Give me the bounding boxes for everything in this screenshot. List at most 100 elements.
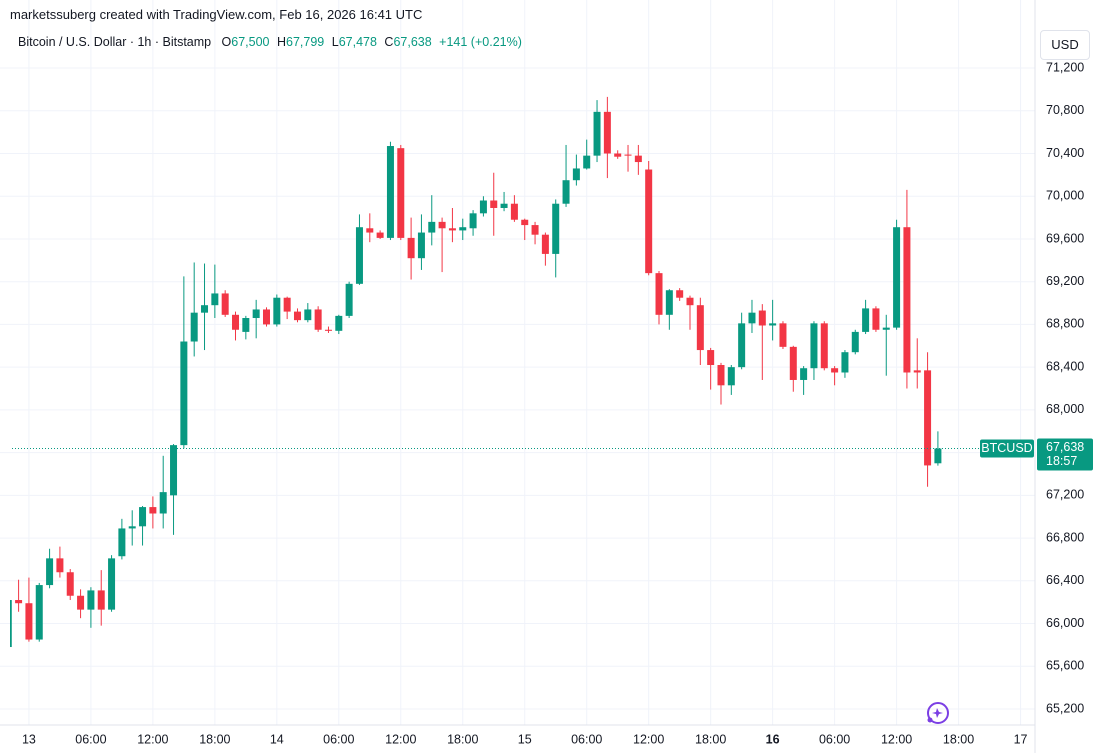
x-tick-label: 06:00 — [571, 732, 602, 746]
candle-body — [170, 445, 178, 496]
candle-body — [128, 526, 136, 529]
candle-body — [469, 213, 477, 229]
candle-body — [355, 227, 363, 284]
candle-body — [634, 155, 642, 163]
x-tick-label: 06:00 — [819, 732, 850, 746]
y-tick-label: 66,000 — [1046, 616, 1084, 630]
y-tick-label: 68,000 — [1046, 402, 1084, 416]
candle-body — [831, 368, 839, 373]
y-tick-label: 68,400 — [1046, 359, 1084, 373]
candle-body — [872, 308, 880, 330]
candle-body — [118, 528, 126, 557]
candle-body — [262, 309, 270, 325]
x-tick-label: 16 — [766, 732, 780, 746]
candle-body — [603, 111, 611, 154]
candle-body — [810, 323, 818, 369]
candle-body — [366, 228, 374, 233]
assistant-icon[interactable] — [927, 702, 949, 724]
x-tick-label: 18:00 — [447, 732, 478, 746]
candle-body — [541, 234, 549, 254]
candle-body — [800, 368, 808, 380]
candle-body — [77, 595, 85, 610]
x-tick-label: 12:00 — [633, 732, 664, 746]
candle-body — [820, 323, 828, 369]
candle-body — [758, 310, 766, 326]
symbol-title: Bitcoin / U.S. Dollar · 1h · Bitstamp — [18, 35, 212, 49]
candle-body — [25, 603, 33, 640]
price-tag-label: 67,638 — [1046, 440, 1084, 454]
candle-body — [293, 311, 301, 321]
y-tick-label: 67,200 — [1046, 488, 1084, 502]
x-tick-label: 12:00 — [881, 732, 912, 746]
candle-body — [159, 492, 167, 514]
x-tick-label: 06:00 — [75, 732, 106, 746]
price-tag — [1037, 438, 1093, 471]
candle-body — [531, 225, 539, 235]
candle-body — [645, 169, 653, 274]
candle-body — [438, 221, 446, 229]
candle-body — [521, 219, 529, 226]
candle-body — [10, 600, 12, 648]
candle-body — [624, 154, 632, 156]
x-tick-label: 13 — [22, 732, 36, 746]
currency-button[interactable]: USD — [1040, 30, 1090, 60]
attribution: marketssuberg created with TradingView.c… — [10, 7, 423, 22]
ohlc-value: 67,638 — [393, 35, 432, 49]
x-tick-label: 18:00 — [199, 732, 230, 746]
y-tick-label: 65,600 — [1046, 659, 1084, 673]
candle-body — [490, 200, 498, 208]
legend: Bitcoin / U.S. Dollar · 1h · Bitstamp O6… — [18, 35, 526, 49]
candle-body — [87, 590, 95, 610]
candle-body — [614, 153, 622, 157]
x-tick-label: 18:00 — [943, 732, 974, 746]
candle-body — [335, 315, 343, 331]
x-tick-label: 18:00 — [695, 732, 726, 746]
candle-body — [314, 309, 322, 330]
candle-body — [593, 111, 601, 156]
candle-body — [407, 237, 415, 259]
candle-body — [779, 323, 787, 347]
candle-body — [851, 331, 859, 353]
candle-body — [583, 155, 591, 169]
candle-body — [696, 305, 704, 351]
y-tick-label: 70,000 — [1046, 189, 1084, 203]
candle-body — [552, 203, 560, 254]
candle-body — [273, 297, 281, 325]
candle-body — [376, 232, 384, 238]
y-tick-label: 71,200 — [1046, 60, 1084, 74]
candle-body — [686, 297, 694, 306]
candle-body — [56, 558, 64, 573]
candle-body — [428, 221, 436, 233]
candle-body — [769, 323, 777, 326]
candle-body — [139, 507, 147, 527]
candle-body — [345, 283, 353, 316]
candle-body — [283, 297, 291, 312]
candle-body — [500, 203, 508, 208]
candle-body — [324, 329, 332, 331]
candle-body — [180, 341, 188, 446]
ohlc-value: 67,500 — [231, 35, 270, 49]
change-value: +141 (+0.21%) — [439, 35, 522, 49]
y-tick-label: 66,800 — [1046, 530, 1084, 544]
candle-body — [479, 200, 487, 214]
candle-body — [738, 323, 746, 368]
candle-body — [97, 590, 105, 610]
candle-body — [201, 305, 209, 313]
candle-body — [903, 227, 911, 373]
y-tick-label: 70,800 — [1046, 103, 1084, 117]
y-tick-label: 68,800 — [1046, 317, 1084, 331]
candle-body — [397, 148, 405, 238]
candle-body — [562, 180, 570, 204]
candle-body — [242, 318, 250, 332]
x-tick-label: 12:00 — [385, 732, 416, 746]
candle-body — [417, 232, 425, 259]
candle-body — [108, 558, 116, 610]
ohlc-label: L — [331, 35, 339, 49]
y-tick-label: 70,400 — [1046, 146, 1084, 160]
candle-body — [862, 308, 870, 332]
candle-body — [748, 312, 756, 324]
candle-body — [448, 228, 456, 231]
x-tick-label: 17 — [1014, 732, 1028, 746]
